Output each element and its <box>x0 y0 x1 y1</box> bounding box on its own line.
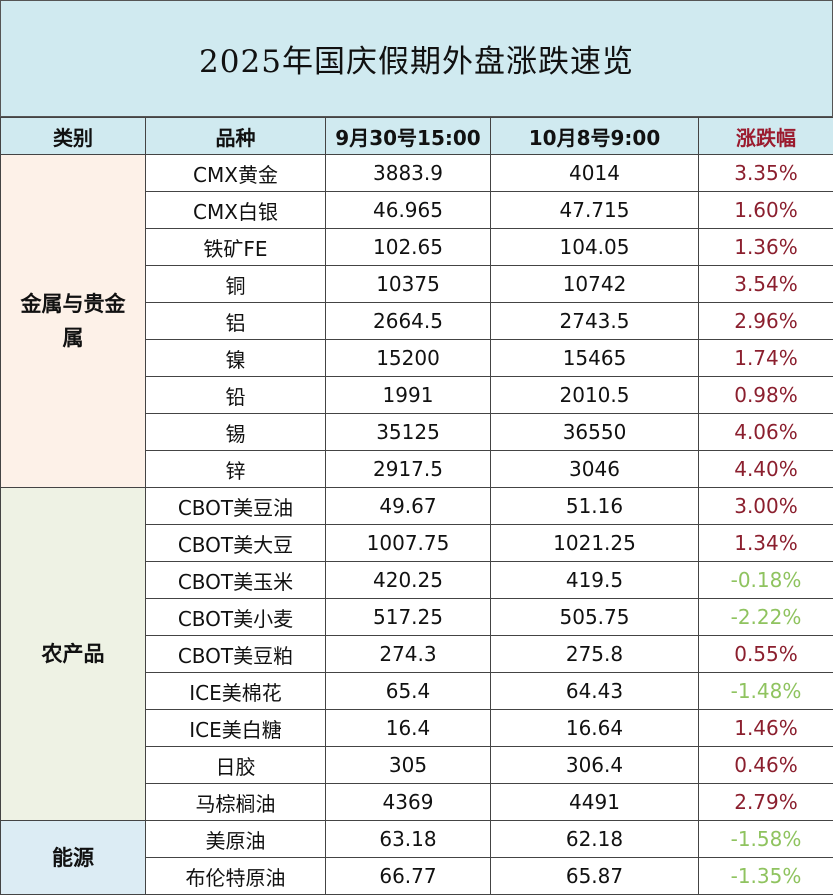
change-cell: 1.46% <box>699 710 833 747</box>
header-category: 类别 <box>1 118 146 155</box>
before-cell: 2664.5 <box>326 303 491 340</box>
header-after: 10月8号9:00 <box>491 118 699 155</box>
change-cell: 0.55% <box>699 636 833 673</box>
change-cell: -2.22% <box>699 599 833 636</box>
change-cell: 2.96% <box>699 303 833 340</box>
before-cell: 65.4 <box>326 673 491 710</box>
after-cell: 1021.25 <box>491 525 699 562</box>
change-cell: 1.36% <box>699 229 833 266</box>
before-cell: 49.67 <box>326 488 491 525</box>
name-cell: 马棕榈油 <box>146 784 326 821</box>
after-cell: 62.18 <box>491 821 699 858</box>
after-cell: 51.16 <box>491 488 699 525</box>
after-cell: 104.05 <box>491 229 699 266</box>
after-cell: 3046 <box>491 451 699 488</box>
after-cell: 2743.5 <box>491 303 699 340</box>
after-cell: 2010.5 <box>491 377 699 414</box>
change-cell: 3.00% <box>699 488 833 525</box>
name-cell: CBOT美大豆 <box>146 525 326 562</box>
after-cell: 65.87 <box>491 858 699 895</box>
header-change: 涨跌幅 <box>699 118 833 155</box>
change-cell: 1.34% <box>699 525 833 562</box>
name-cell: 铅 <box>146 377 326 414</box>
before-cell: 102.65 <box>326 229 491 266</box>
after-cell: 505.75 <box>491 599 699 636</box>
change-cell: 0.46% <box>699 747 833 784</box>
change-cell: 1.74% <box>699 340 833 377</box>
category-cell: 能源 <box>1 821 146 895</box>
name-cell: 锌 <box>146 451 326 488</box>
change-cell: 3.54% <box>699 266 833 303</box>
header-before: 9月30号15:00 <box>326 118 491 155</box>
category-cell: 农产品 <box>1 488 146 821</box>
name-cell: CMX黄金 <box>146 155 326 192</box>
name-cell: 铝 <box>146 303 326 340</box>
after-cell: 47.715 <box>491 192 699 229</box>
change-cell: 4.40% <box>699 451 833 488</box>
before-cell: 35125 <box>326 414 491 451</box>
change-cell: -1.58% <box>699 821 833 858</box>
table-title: 2025年国庆假期外盘涨跌速览 <box>0 0 833 117</box>
name-cell: CBOT美豆粕 <box>146 636 326 673</box>
after-cell: 64.43 <box>491 673 699 710</box>
after-cell: 4014 <box>491 155 699 192</box>
name-cell: 铁矿FE <box>146 229 326 266</box>
after-cell: 419.5 <box>491 562 699 599</box>
before-cell: 15200 <box>326 340 491 377</box>
before-cell: 4369 <box>326 784 491 821</box>
change-cell: 4.06% <box>699 414 833 451</box>
before-cell: 3883.9 <box>326 155 491 192</box>
change-cell: -0.18% <box>699 562 833 599</box>
before-cell: 16.4 <box>326 710 491 747</box>
before-cell: 305 <box>326 747 491 784</box>
before-cell: 1007.75 <box>326 525 491 562</box>
before-cell: 46.965 <box>326 192 491 229</box>
change-cell: 1.60% <box>699 192 833 229</box>
name-cell: CBOT美豆油 <box>146 488 326 525</box>
name-cell: 镍 <box>146 340 326 377</box>
change-cell: 3.35% <box>699 155 833 192</box>
header-row: 类别 品种 9月30号15:00 10月8号9:00 涨跌幅 <box>1 118 833 155</box>
before-cell: 274.3 <box>326 636 491 673</box>
after-cell: 36550 <box>491 414 699 451</box>
name-cell: ICE美白糖 <box>146 710 326 747</box>
before-cell: 2917.5 <box>326 451 491 488</box>
after-cell: 16.64 <box>491 710 699 747</box>
before-cell: 66.77 <box>326 858 491 895</box>
after-cell: 15465 <box>491 340 699 377</box>
name-cell: ICE美棉花 <box>146 673 326 710</box>
after-cell: 275.8 <box>491 636 699 673</box>
category-cell: 金属与贵金属 <box>1 155 146 488</box>
before-cell: 10375 <box>326 266 491 303</box>
name-cell: CBOT美小麦 <box>146 599 326 636</box>
after-cell: 306.4 <box>491 747 699 784</box>
after-cell: 10742 <box>491 266 699 303</box>
name-cell: 铜 <box>146 266 326 303</box>
change-cell: -1.35% <box>699 858 833 895</box>
change-cell: -1.48% <box>699 673 833 710</box>
name-cell: 布伦特原油 <box>146 858 326 895</box>
before-cell: 63.18 <box>326 821 491 858</box>
name-cell: 日胶 <box>146 747 326 784</box>
name-cell: CBOT美玉米 <box>146 562 326 599</box>
before-cell: 420.25 <box>326 562 491 599</box>
after-cell: 4491 <box>491 784 699 821</box>
name-cell: CMX白银 <box>146 192 326 229</box>
name-cell: 锡 <box>146 414 326 451</box>
change-cell: 2.79% <box>699 784 833 821</box>
header-product: 品种 <box>146 118 326 155</box>
before-cell: 517.25 <box>326 599 491 636</box>
change-cell: 0.98% <box>699 377 833 414</box>
before-cell: 1991 <box>326 377 491 414</box>
name-cell: 美原油 <box>146 821 326 858</box>
